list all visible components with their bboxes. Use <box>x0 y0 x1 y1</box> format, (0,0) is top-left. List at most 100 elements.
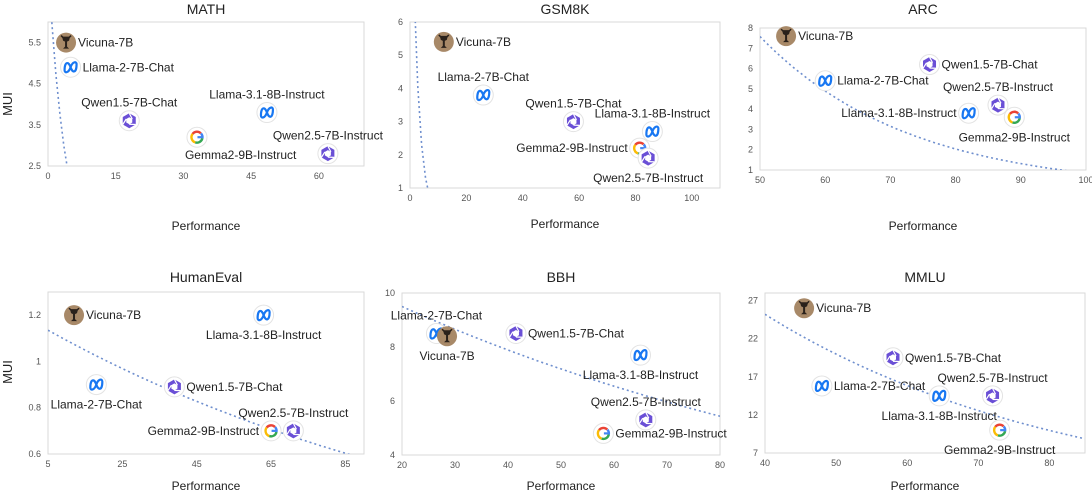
y-tick-label: 2.5 <box>28 161 41 171</box>
y-tick-label: 7 <box>748 43 753 53</box>
data-point-llama-2-7b-chat: Llama-2-7B-Chat <box>51 374 143 412</box>
y-tick-label: 2 <box>398 150 403 160</box>
data-point-gemma2-9b-instruct: Gemma2-9B-Instruct <box>516 137 651 159</box>
meta-logo-icon <box>472 84 494 106</box>
x-tick-label: 100 <box>1078 175 1092 185</box>
y-tick-label: 3 <box>398 117 403 127</box>
data-point-qwen1-5-7b-chat: Qwen1.5-7B-Chat <box>505 323 625 344</box>
trendline <box>402 305 720 417</box>
point-label: Qwen1.5-7B-Chat <box>186 380 283 394</box>
x-tick-label: 25 <box>117 459 127 469</box>
data-point-gemma2-9b-instruct: Gemma2-9B-Instruct <box>148 420 282 442</box>
x-tick-label: 80 <box>1044 458 1054 468</box>
data-point-llama-3-1-8b-instruct: Llama-3.1-8B-Instruct <box>841 102 980 124</box>
x-tick-label: 50 <box>831 458 841 468</box>
y-tick-label: 17 <box>748 372 758 382</box>
y-tick-label: 6 <box>748 64 753 74</box>
y-tick-label: 3 <box>748 124 753 134</box>
point-label: Vicuna-7B <box>798 29 853 43</box>
plot-frame <box>47 21 365 167</box>
point-label: Vicuna-7B <box>78 36 133 50</box>
trendline <box>48 329 351 454</box>
point-label: Llama-3.1-8B-Instruct <box>209 88 325 102</box>
data-point-qwen2-5-7b-instruct: Qwen2.5-7B-Instruct <box>593 147 704 185</box>
qwen-logo-icon <box>118 110 140 132</box>
meta-logo-icon <box>256 102 278 124</box>
chart-panel-gsm8k: GSM8K 0 20 40 60 80 100 1 2 3 4 5 6 Performance Vicuna… <box>398 1 721 231</box>
x-axis-title: Performance <box>889 219 958 233</box>
plot-frame <box>47 291 365 455</box>
trendline <box>760 35 1068 170</box>
vicuna-logo-icon <box>794 298 815 319</box>
x-tick-label: 90 <box>1016 175 1026 185</box>
chart-panel-humaneval: HumanEval 5 25 45 65 85 0.6 0.8 1 1.2 Performance V… <box>28 269 365 493</box>
data-point-llama-2-7b-chat: Llama-2-7B-Chat <box>438 70 530 106</box>
x-tick-label: 50 <box>755 175 765 185</box>
point-label: Qwen1.5-7B-Chat <box>81 96 178 110</box>
y-tick-label: 12 <box>748 410 758 420</box>
data-point-qwen2-5-7b-instruct: Qwen2.5-7B-Instruct <box>273 129 384 165</box>
data-point-gemma2-9b-instruct: Gemma2-9B-Instruct <box>185 126 297 162</box>
x-tick-label: 40 <box>760 458 770 468</box>
plot-frame <box>764 292 1086 454</box>
y-tick-label: 7 <box>753 448 758 458</box>
y-tick-label: 4.5 <box>28 79 41 89</box>
x-tick-label: 5 <box>45 459 50 469</box>
x-tick-label: 20 <box>397 460 407 470</box>
x-tick-label: 70 <box>973 458 983 468</box>
point-label: Gemma2-9B-Instruct <box>959 130 1071 144</box>
trendline <box>765 313 1085 440</box>
chart-panel-bbh: BBH 20 30 40 50 60 70 80 4 6 8 10 Performance Llama-2… <box>385 269 727 493</box>
data-point-qwen1-5-7b-chat: Qwen1.5-7B-Chat <box>81 96 178 132</box>
data-point-qwen1-5-7b-chat: Qwen1.5-7B-Chat <box>525 97 622 133</box>
x-axis-title: Performance <box>891 479 960 493</box>
qwen-logo-icon <box>982 385 1004 407</box>
y-tick-label: 1 <box>36 356 41 366</box>
qwen-logo-icon <box>562 111 584 133</box>
data-point-vicuna-7b: Vicuna-7B <box>56 32 133 53</box>
x-tick-label: 85 <box>340 459 350 469</box>
data-point-qwen2-5-7b-instruct: Qwen2.5-7B-Instruct <box>938 371 1049 407</box>
data-point-vicuna-7b: Vicuna-7B <box>64 305 141 326</box>
y-tick-label: 22 <box>748 334 758 344</box>
point-label: Llama-2-7B-Chat <box>837 74 929 88</box>
data-point-qwen2-5-7b-instruct: Qwen2.5-7B-Instruct <box>943 80 1054 116</box>
data-point-llama-3-1-8b-instruct: Llama-3.1-8B-Instruct <box>595 107 711 143</box>
x-tick-label: 15 <box>111 171 121 181</box>
x-tick-label: 40 <box>503 460 513 470</box>
point-label: Qwen2.5-7B-Instruct <box>593 171 704 185</box>
y-tick-label: 5 <box>398 50 403 60</box>
y-tick-label: 8 <box>390 342 395 352</box>
point-label: Vicuna-7B <box>816 301 871 315</box>
x-tick-label: 60 <box>314 171 324 181</box>
point-label: Gemma2-9B-Instruct <box>185 148 297 162</box>
meta-logo-icon <box>958 102 980 124</box>
vicuna-logo-icon <box>776 26 797 47</box>
x-tick-label: 60 <box>574 193 584 203</box>
meta-logo-icon <box>641 121 663 143</box>
data-point-llama-3-1-8b-instruct: Llama-3.1-8B-Instruct <box>583 344 699 382</box>
x-axis-title: Performance <box>172 479 241 493</box>
data-point-vicuna-7b: Vicuna-7B <box>419 326 475 363</box>
y-tick-label: 27 <box>748 296 758 306</box>
meta-logo-icon <box>253 304 275 326</box>
data-point-llama-2-7b-chat: Llama-2-7B-Chat <box>814 70 929 92</box>
point-label: Llama-2-7B-Chat <box>438 70 530 84</box>
point-label: Llama-3.1-8B-Instruct <box>206 328 322 342</box>
y-tick-label: 2 <box>748 145 753 155</box>
qwen-logo-icon <box>163 376 185 398</box>
google-logo-icon <box>186 126 208 148</box>
point-label: Llama-2-7B-Chat <box>51 398 143 412</box>
y-tick-label: 1.2 <box>28 310 41 320</box>
x-tick-label: 30 <box>450 460 460 470</box>
point-label: Qwen2.5-7B-Instruct <box>938 371 1049 385</box>
data-point-llama-2-7b-chat: Llama-2-7B-Chat <box>811 375 926 397</box>
qwen-logo-icon <box>505 323 527 344</box>
y-tick-label: 1 <box>398 183 403 193</box>
point-label: Llama-2-7B-Chat <box>834 379 926 393</box>
y-axis-label-top: MUI <box>0 92 15 116</box>
meta-logo-icon <box>811 375 833 397</box>
y-tick-label: 0.6 <box>28 449 41 459</box>
google-logo-icon <box>1003 106 1025 128</box>
x-tick-label: 100 <box>684 193 699 203</box>
